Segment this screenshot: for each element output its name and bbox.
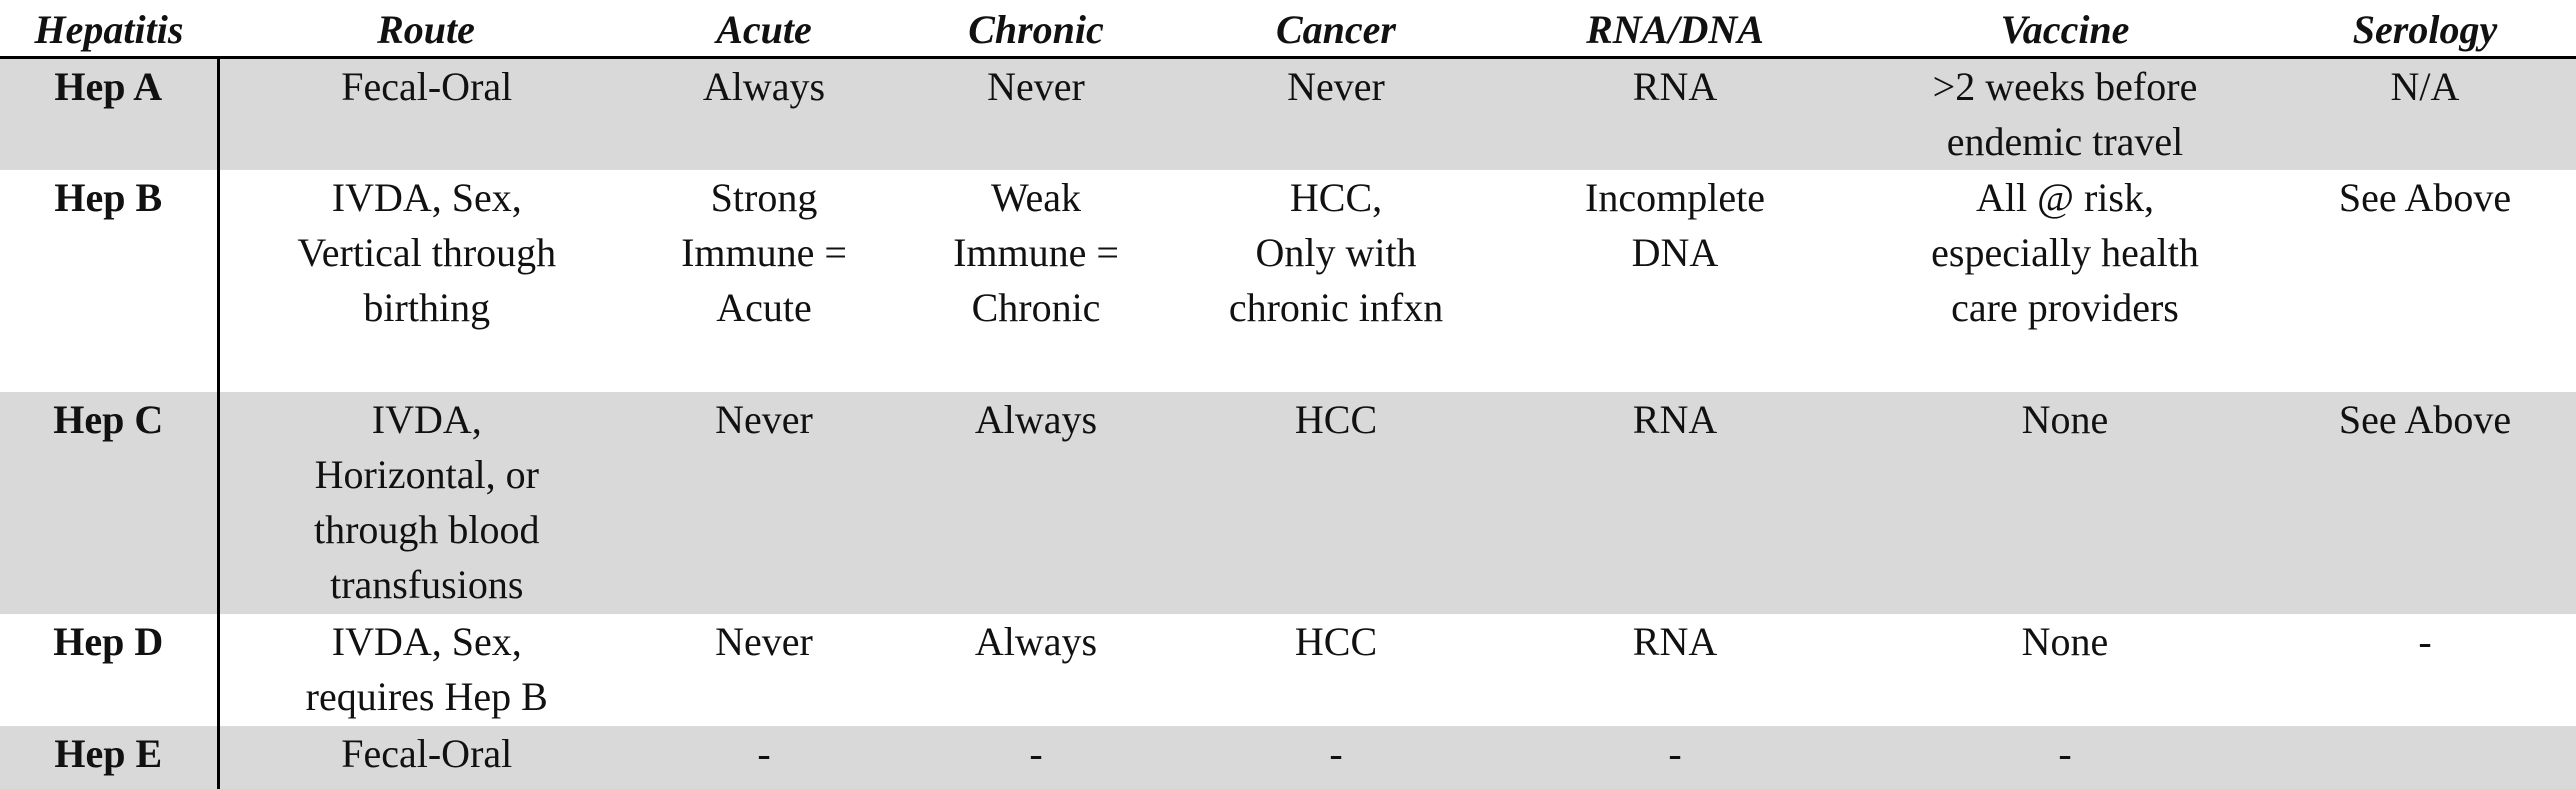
header-vaccine: Vaccine (1856, 0, 2274, 59)
row-label: Hep D (0, 613, 220, 726)
header-rna-dna: RNA/DNA (1494, 0, 1856, 59)
rna-dna-cell: RNA (1494, 391, 1856, 614)
row-label: Hep A (0, 57, 220, 170)
serology-cell: N/A (2274, 57, 2576, 170)
table-row-hep-b: Hep B IVDA, Sex, Vertical through birthi… (0, 169, 2576, 392)
route-cell: Fecal-Oral (218, 725, 634, 789)
cancer-cell: HCC (1294, 618, 1378, 664)
header-chronic: Chronic (894, 0, 1178, 59)
header-serology: Serology (2274, 0, 2576, 59)
cancer-cell: HCC (1178, 391, 1494, 614)
row-label: Hep E (0, 725, 220, 789)
table-row-hep-d: Hep D IVDA, Sex, requires Hep B Never Al… (0, 613, 2576, 726)
vaccine-cell: None (2021, 618, 2109, 664)
table-row-hep-c: Hep C IVDA, Horizontal, or through blood… (0, 391, 2576, 614)
vaccine-cell: >2 weeks before endemic travel (1856, 57, 2274, 170)
chronic-cell: Always (894, 391, 1178, 614)
rna-dna-cell: Incomplete DNA (1585, 174, 1765, 275)
serology-cell: See Above (2274, 391, 2576, 614)
chronic-cell: Weak Immune = Chronic (953, 174, 1119, 330)
header-hepatitis: Hepatitis (0, 0, 218, 59)
header-route: Route (218, 0, 634, 59)
chronic-cell: Never (894, 57, 1178, 170)
acute-cell: Strong Immune = Acute (681, 174, 847, 330)
acute-cell: Never (634, 391, 894, 614)
route-cell: IVDA, Sex, requires Hep B (305, 618, 548, 719)
rna-dna-cell: - (1494, 725, 1856, 789)
table-row-hep-e: Hep E Fecal-Oral - - - - - (0, 725, 2576, 789)
vaccine-cell: - (1856, 725, 2274, 789)
cancer-cell: - (1178, 725, 1494, 789)
chronic-cell: - (894, 725, 1178, 789)
cancer-cell: HCC, Only with chronic infxn (1228, 174, 1444, 330)
rna-dna-cell: RNA (1494, 57, 1856, 170)
serology-cell (2274, 725, 2576, 789)
row-label: Hep C (0, 391, 220, 614)
header-acute: Acute (634, 0, 894, 59)
header-row: Hepatitis Route Acute Chronic Cancer RNA… (0, 0, 2576, 59)
cancer-cell: Never (1178, 57, 1494, 170)
route-cell: IVDA, Sex, Vertical through birthing (297, 174, 557, 330)
route-cell: Fecal-Oral (218, 57, 634, 170)
table-row-hep-a: Hep A Fecal-Oral Always Never Never RNA … (0, 57, 2576, 170)
acute-cell: - (634, 725, 894, 789)
chronic-cell: Always (974, 618, 1098, 664)
vaccine-cell: All @ risk, especially health care provi… (1931, 174, 2199, 330)
vaccine-cell: None (1856, 391, 2274, 614)
serology-cell: See Above (2338, 174, 2512, 220)
row-label: Hep B (0, 169, 220, 392)
serology-cell: - (2418, 618, 2432, 664)
acute-cell: Always (634, 57, 894, 170)
route-cell: IVDA, Horizontal, or through blood trans… (218, 391, 634, 614)
acute-cell: Never (715, 618, 813, 664)
rna-dna-cell: RNA (1632, 618, 1718, 664)
header-cancer: Cancer (1178, 0, 1494, 59)
